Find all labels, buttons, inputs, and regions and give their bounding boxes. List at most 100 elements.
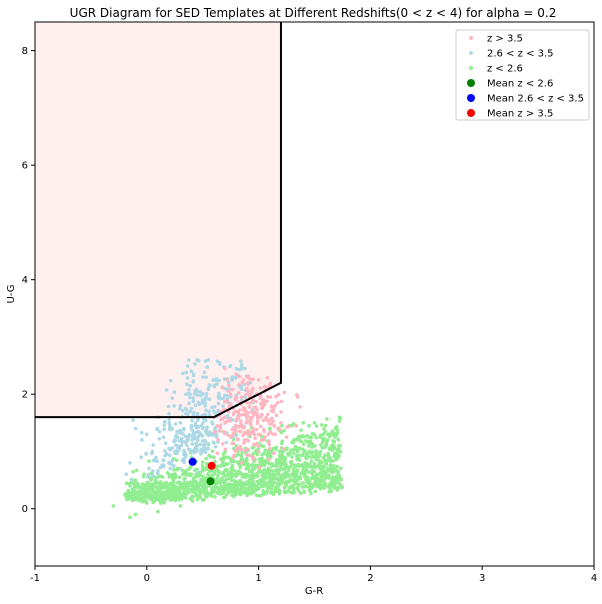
scatter-point-2-6-z-3-5 bbox=[177, 439, 182, 443]
scatter-point-z-2-6 bbox=[170, 476, 175, 480]
scatter-point-z-3-5 bbox=[262, 384, 267, 389]
x-axis: -1 0 1 2 3 4 bbox=[30, 566, 597, 584]
scatter-point-z-2-6 bbox=[327, 476, 331, 480]
scatter-point-2-6-z-3-5 bbox=[200, 438, 205, 443]
scatter-point-z-2-6 bbox=[250, 468, 254, 473]
scatter-point-2-6-z-3-5 bbox=[239, 362, 244, 367]
scatter-point-z-2-6 bbox=[252, 473, 257, 478]
scatter-point-z-2-6 bbox=[200, 490, 205, 495]
scatter-point-z-2-6 bbox=[218, 481, 223, 486]
scatter-point-z-2-6 bbox=[262, 459, 267, 463]
scatter-point-2-6-z-3-5 bbox=[146, 472, 151, 477]
scatter-point-2-6-z-3-5 bbox=[214, 378, 218, 383]
scatter-point-2-6-z-3-5 bbox=[176, 449, 180, 453]
scatter-point-2-6-z-3-5 bbox=[211, 378, 215, 383]
scatter-point-z-2-6 bbox=[252, 483, 257, 487]
scatter-point-z-2-6 bbox=[309, 451, 314, 455]
scatter-point-2-6-z-3-5 bbox=[210, 405, 214, 410]
scatter-point-2-6-z-3-5 bbox=[140, 438, 144, 442]
scatter-point-z-2-6 bbox=[267, 479, 272, 484]
scatter-point-z-2-6 bbox=[214, 486, 218, 490]
scatter-point-2-6-z-3-5 bbox=[203, 412, 208, 417]
scatter-point-z-3-5 bbox=[255, 408, 259, 412]
scatter-point-2-6-z-3-5 bbox=[167, 460, 171, 465]
scatter-point-z-2-6 bbox=[298, 491, 303, 495]
scatter-point-z-3-5 bbox=[231, 455, 235, 460]
scatter-point-z-3-5 bbox=[242, 438, 247, 442]
scatter-point-2-6-z-3-5 bbox=[184, 370, 189, 375]
scatter-point-2-6-z-3-5 bbox=[196, 438, 200, 443]
scatter-point-z-2-6 bbox=[181, 495, 186, 500]
scatter-point-z-2-6 bbox=[262, 476, 266, 480]
scatter-point-z-2-6 bbox=[312, 461, 317, 466]
scatter-point-z-2-6 bbox=[277, 492, 282, 496]
scatter-point-z-2-6 bbox=[295, 457, 299, 462]
scatter-point-z-2-6 bbox=[158, 501, 163, 505]
scatter-point-z-3-5 bbox=[247, 393, 252, 398]
scatter-point-z-2-6 bbox=[246, 490, 251, 494]
scatter-point-2-6-z-3-5 bbox=[168, 378, 173, 383]
scatter-point-2-6-z-3-5 bbox=[187, 401, 191, 405]
scatter-point-2-6-z-3-5 bbox=[176, 446, 181, 450]
scatter-point-z-3-5 bbox=[270, 416, 274, 421]
scatter-point-z-2-6 bbox=[328, 434, 332, 438]
scatter-point-z-2-6 bbox=[158, 480, 163, 484]
scatter-point-z-3-5 bbox=[236, 410, 241, 415]
scatter-point-z-2-6 bbox=[261, 491, 265, 495]
scatter-point-z-2-6 bbox=[162, 497, 167, 502]
scatter-point-z-2-6 bbox=[253, 450, 258, 455]
scatter-point-z-2-6 bbox=[326, 484, 331, 489]
scatter-point-z-2-6 bbox=[140, 490, 144, 495]
scatter-point-2-6-z-3-5 bbox=[212, 383, 216, 388]
scatter-point-2-6-z-3-5 bbox=[172, 390, 177, 394]
scatter-point-z-2-6 bbox=[233, 488, 237, 493]
scatter-point-2-6-z-3-5 bbox=[178, 403, 183, 408]
scatter-point-z-2-6 bbox=[210, 473, 214, 478]
scatter-point-z-3-5 bbox=[249, 410, 254, 414]
scatter-point-z-2-6 bbox=[200, 463, 205, 468]
scatter-point-z-3-5 bbox=[254, 442, 259, 446]
scatter-point-z-2-6 bbox=[212, 469, 217, 474]
scatter-point-2-6-z-3-5 bbox=[217, 378, 221, 383]
scatter-point-z-2-6 bbox=[305, 462, 310, 466]
scatter-point-z-2-6 bbox=[297, 464, 302, 468]
scatter-point-z-3-5 bbox=[243, 431, 248, 436]
scatter-point-z-2-6 bbox=[291, 470, 296, 474]
scatter-point-z-2-6 bbox=[321, 432, 326, 437]
scatter-point-2-6-z-3-5 bbox=[202, 442, 207, 447]
scatter-point-z-3-5 bbox=[245, 381, 250, 385]
scatter-point-z-3-5 bbox=[225, 378, 230, 382]
scatter-point-z-2-6 bbox=[140, 486, 144, 491]
scatter-point-z-2-6 bbox=[172, 468, 176, 472]
scatter-point-z-2-6 bbox=[279, 457, 283, 462]
selection-region bbox=[35, 22, 281, 418]
scatter-point-z-2-6 bbox=[201, 467, 206, 472]
scatter-point-2-6-z-3-5 bbox=[182, 448, 186, 453]
scatter-point-z-2-6 bbox=[189, 465, 193, 469]
scatter-point-z-2-6 bbox=[199, 480, 203, 484]
scatter-point-z-3-5 bbox=[231, 441, 236, 446]
scatter-point-z-2-6 bbox=[328, 459, 333, 464]
scatter-point-z-2-6 bbox=[299, 439, 304, 444]
scatter-point-z-2-6 bbox=[295, 448, 300, 452]
scatter-point-2-6-z-3-5 bbox=[179, 436, 184, 441]
scatter-point-z-2-6 bbox=[218, 464, 223, 468]
scatter-point-2-6-z-3-5 bbox=[207, 383, 212, 387]
scatter-point-z-2-6 bbox=[307, 470, 311, 474]
scatter-point-z-3-5 bbox=[220, 385, 225, 390]
scatter-point-z-2-6 bbox=[148, 478, 153, 482]
scatter-point-z-3-5 bbox=[268, 422, 272, 427]
scatter-point-z-2-6 bbox=[313, 489, 318, 494]
scatter-point-z-2-6 bbox=[222, 495, 226, 500]
scatter-point-2-6-z-3-5 bbox=[193, 362, 197, 366]
scatter-point-z-3-5 bbox=[268, 430, 272, 435]
scatter-point-z-2-6 bbox=[138, 498, 142, 502]
legend-marker bbox=[467, 94, 475, 102]
scatter-point-2-6-z-3-5 bbox=[168, 466, 173, 471]
scatter-point-z-2-6 bbox=[135, 481, 140, 486]
scatter-point-2-6-z-3-5 bbox=[161, 435, 166, 439]
scatter-point-z-2-6 bbox=[204, 462, 209, 466]
scatter-point-2-6-z-3-5 bbox=[199, 432, 204, 437]
legend-marker bbox=[469, 66, 473, 70]
